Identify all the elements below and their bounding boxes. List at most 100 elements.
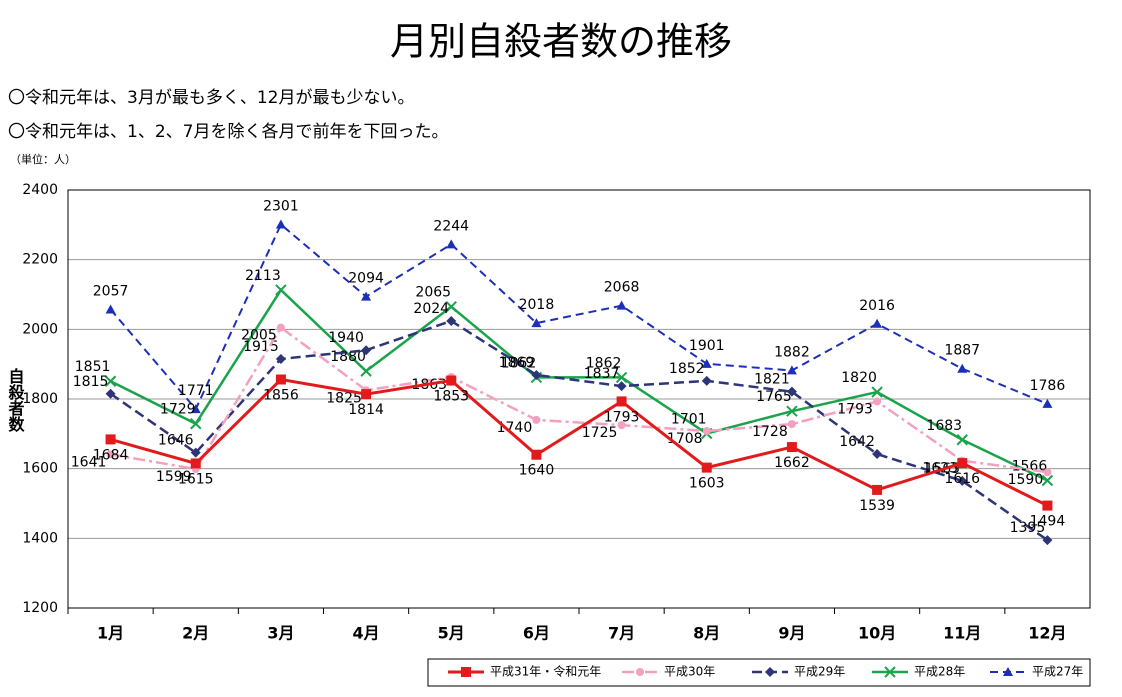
data-label: 1862 [586,355,622,371]
marker [617,421,626,430]
marker [1042,500,1053,511]
marker [1042,398,1053,408]
marker [873,397,882,406]
data-label: 1880 [330,349,366,365]
data-label: 1641 [71,454,107,470]
data-label: 1853 [433,389,469,405]
data-label: 1662 [774,455,810,471]
data-label: 1494 [1030,514,1066,530]
data-label: 2057 [93,283,129,299]
data-label: 1940 [328,330,364,346]
marker [275,284,287,296]
data-label: 1820 [841,370,877,386]
marker [701,462,712,473]
y-tick-label: 1800 [22,391,58,407]
x-tick-label: 8月 [693,624,720,643]
series-line [109,222,1048,411]
x-tick-label: 4月 [353,624,380,643]
unit-label: （単位：人） [10,152,76,166]
data-label: 1616 [944,471,980,487]
data-label: 1793 [837,401,873,417]
marker [701,358,712,368]
legend-label: 平成27年 [1032,665,1083,679]
data-label: 1814 [348,402,384,418]
x-tick-label: 10月 [858,624,896,643]
data-label: 1869 [499,355,535,371]
data-label: 1683 [926,418,962,434]
legend-label: 平成31年・令和元年 [490,664,601,679]
data-label: 1740 [497,420,533,436]
data-label: 1815 [73,374,109,390]
marker [787,420,796,429]
marker [872,449,883,460]
marker [532,415,541,424]
data-label: 1646 [158,433,194,449]
marker [1042,535,1053,546]
marker [615,371,628,384]
y-tick-label: 1400 [22,530,58,546]
marker [872,484,883,495]
marker [190,418,202,430]
data-label: 2005 [241,328,277,344]
data-label: 1701 [671,411,707,427]
marker [361,345,372,356]
data-label: 1786 [1030,378,1066,394]
data-label: 2024 [413,301,449,317]
data-label: 1852 [669,361,705,377]
note: 〇令和元年は、3月が最も多く、12月が最も少ない。 [8,88,414,108]
marker [786,386,797,397]
marker [957,475,968,486]
x-tick-label: 5月 [438,624,465,643]
marker [106,450,115,459]
data-label: 2094 [348,271,384,287]
marker [616,396,627,407]
marker [275,353,286,364]
marker [190,447,201,458]
marker [786,405,798,417]
marker [104,375,117,387]
y-tick-label: 2400 [22,182,58,198]
data-label: 1851 [75,359,111,375]
marker [956,434,968,446]
data-label: 1837 [584,366,620,382]
legend-marker [884,666,896,678]
series-line [110,288,1048,482]
y-tick-label: 1200 [22,600,58,616]
data-label: 2018 [519,297,555,313]
marker [531,449,542,460]
marker [361,291,372,301]
data-label: 1603 [689,476,725,492]
legend-label: 平成28年 [914,665,965,679]
data-label: 1395 [1010,520,1046,536]
marker [446,375,457,386]
marker [786,442,797,453]
x-tick-label: 7月 [608,624,635,643]
series-line [109,319,1049,542]
marker [871,386,883,398]
legend-label: 平成29年 [794,665,845,679]
series-line [110,325,1048,474]
marker [275,374,286,385]
marker [446,315,457,326]
data-label: 1599 [156,469,192,485]
data-label: 1725 [582,425,618,441]
data-label: 1642 [839,434,875,450]
data-label: 1640 [519,463,555,479]
marker [190,404,201,414]
marker [1041,474,1054,487]
marker [360,365,372,377]
data-label: 1765 [756,389,792,405]
data-label: 1856 [263,387,299,403]
marker [275,219,286,229]
data-label: 1728 [752,424,788,440]
marker [616,300,627,310]
data-label: 1793 [604,409,640,425]
legend-marker [636,668,644,676]
legend-label: 平成30年 [664,665,715,679]
y-tick-label: 1600 [22,461,58,477]
data-label: 1821 [754,372,790,388]
marker [105,434,116,445]
x-tick-label: 6月 [523,624,550,643]
x-tick-label: 9月 [778,624,805,643]
